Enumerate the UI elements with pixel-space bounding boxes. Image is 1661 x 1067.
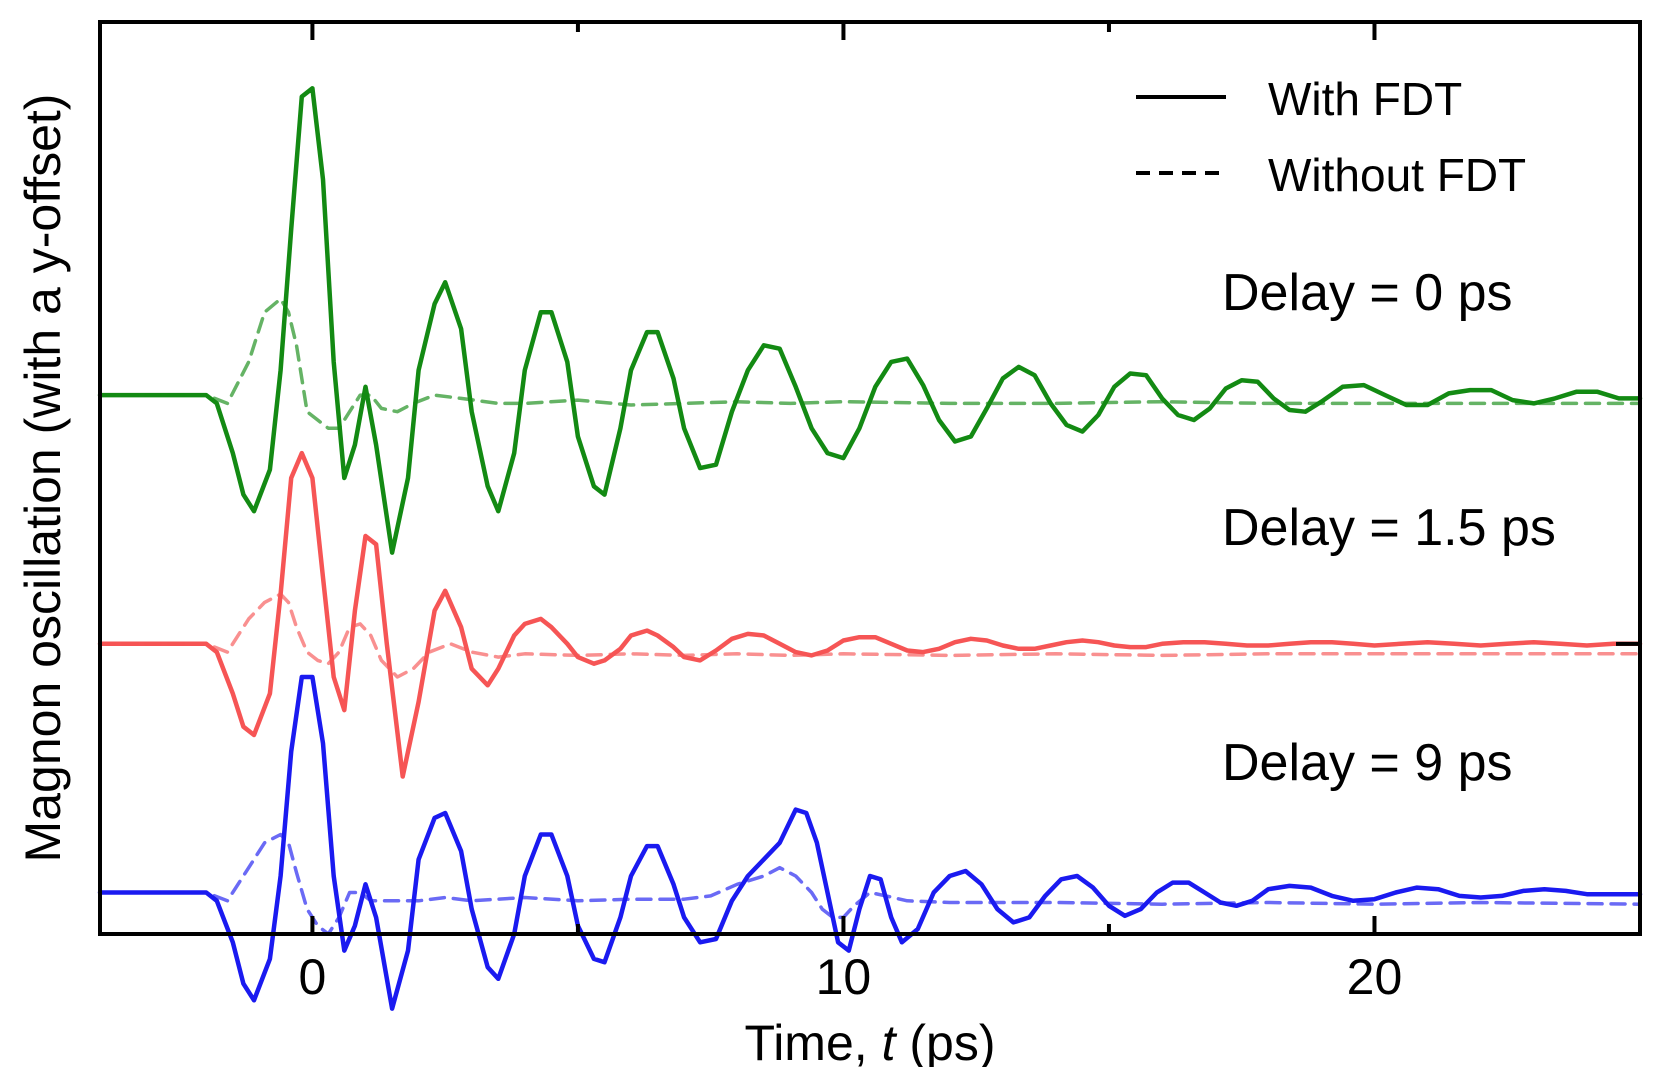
series-4-delay-9-solid <box>97 674 1643 1011</box>
plot-frame <box>98 20 1642 936</box>
x-tick-label: 0 <box>299 949 327 1005</box>
y-axis-label: Magnon oscillation (with a y-offset) <box>15 94 71 863</box>
x-tick-label: 10 <box>816 949 872 1005</box>
legend-with-fdt: With FDT <box>1268 73 1462 125</box>
series-1-delay-0-dashed <box>98 297 1642 431</box>
annotation-delay-1: Delay = 1.5 ps <box>1222 499 1556 557</box>
x-tick-label: 20 <box>1347 949 1403 1005</box>
annotation-layer: Delay = 0 ps Delay = 1.5 ps Delay = 9 ps <box>1222 264 1556 792</box>
series-2-delay-1-5-solid <box>97 450 1643 779</box>
series-layer <box>97 86 1643 1011</box>
x-axis-label: Time, t (ps) <box>745 1015 996 1067</box>
legend: With FDT Without FDT <box>1136 73 1526 201</box>
legend-without-fdt: Without FDT <box>1268 149 1526 201</box>
annotation-delay-0: Delay = 0 ps <box>1222 264 1513 322</box>
series-3-delay-1-5-dashed <box>98 592 1642 679</box>
tick-layer: 0 10 20 <box>299 22 1640 1005</box>
series-5-delay-9-dashed <box>98 832 1642 936</box>
annotation-delay-2: Delay = 9 ps <box>1222 734 1513 792</box>
series-0-delay-0-solid <box>97 86 1643 555</box>
